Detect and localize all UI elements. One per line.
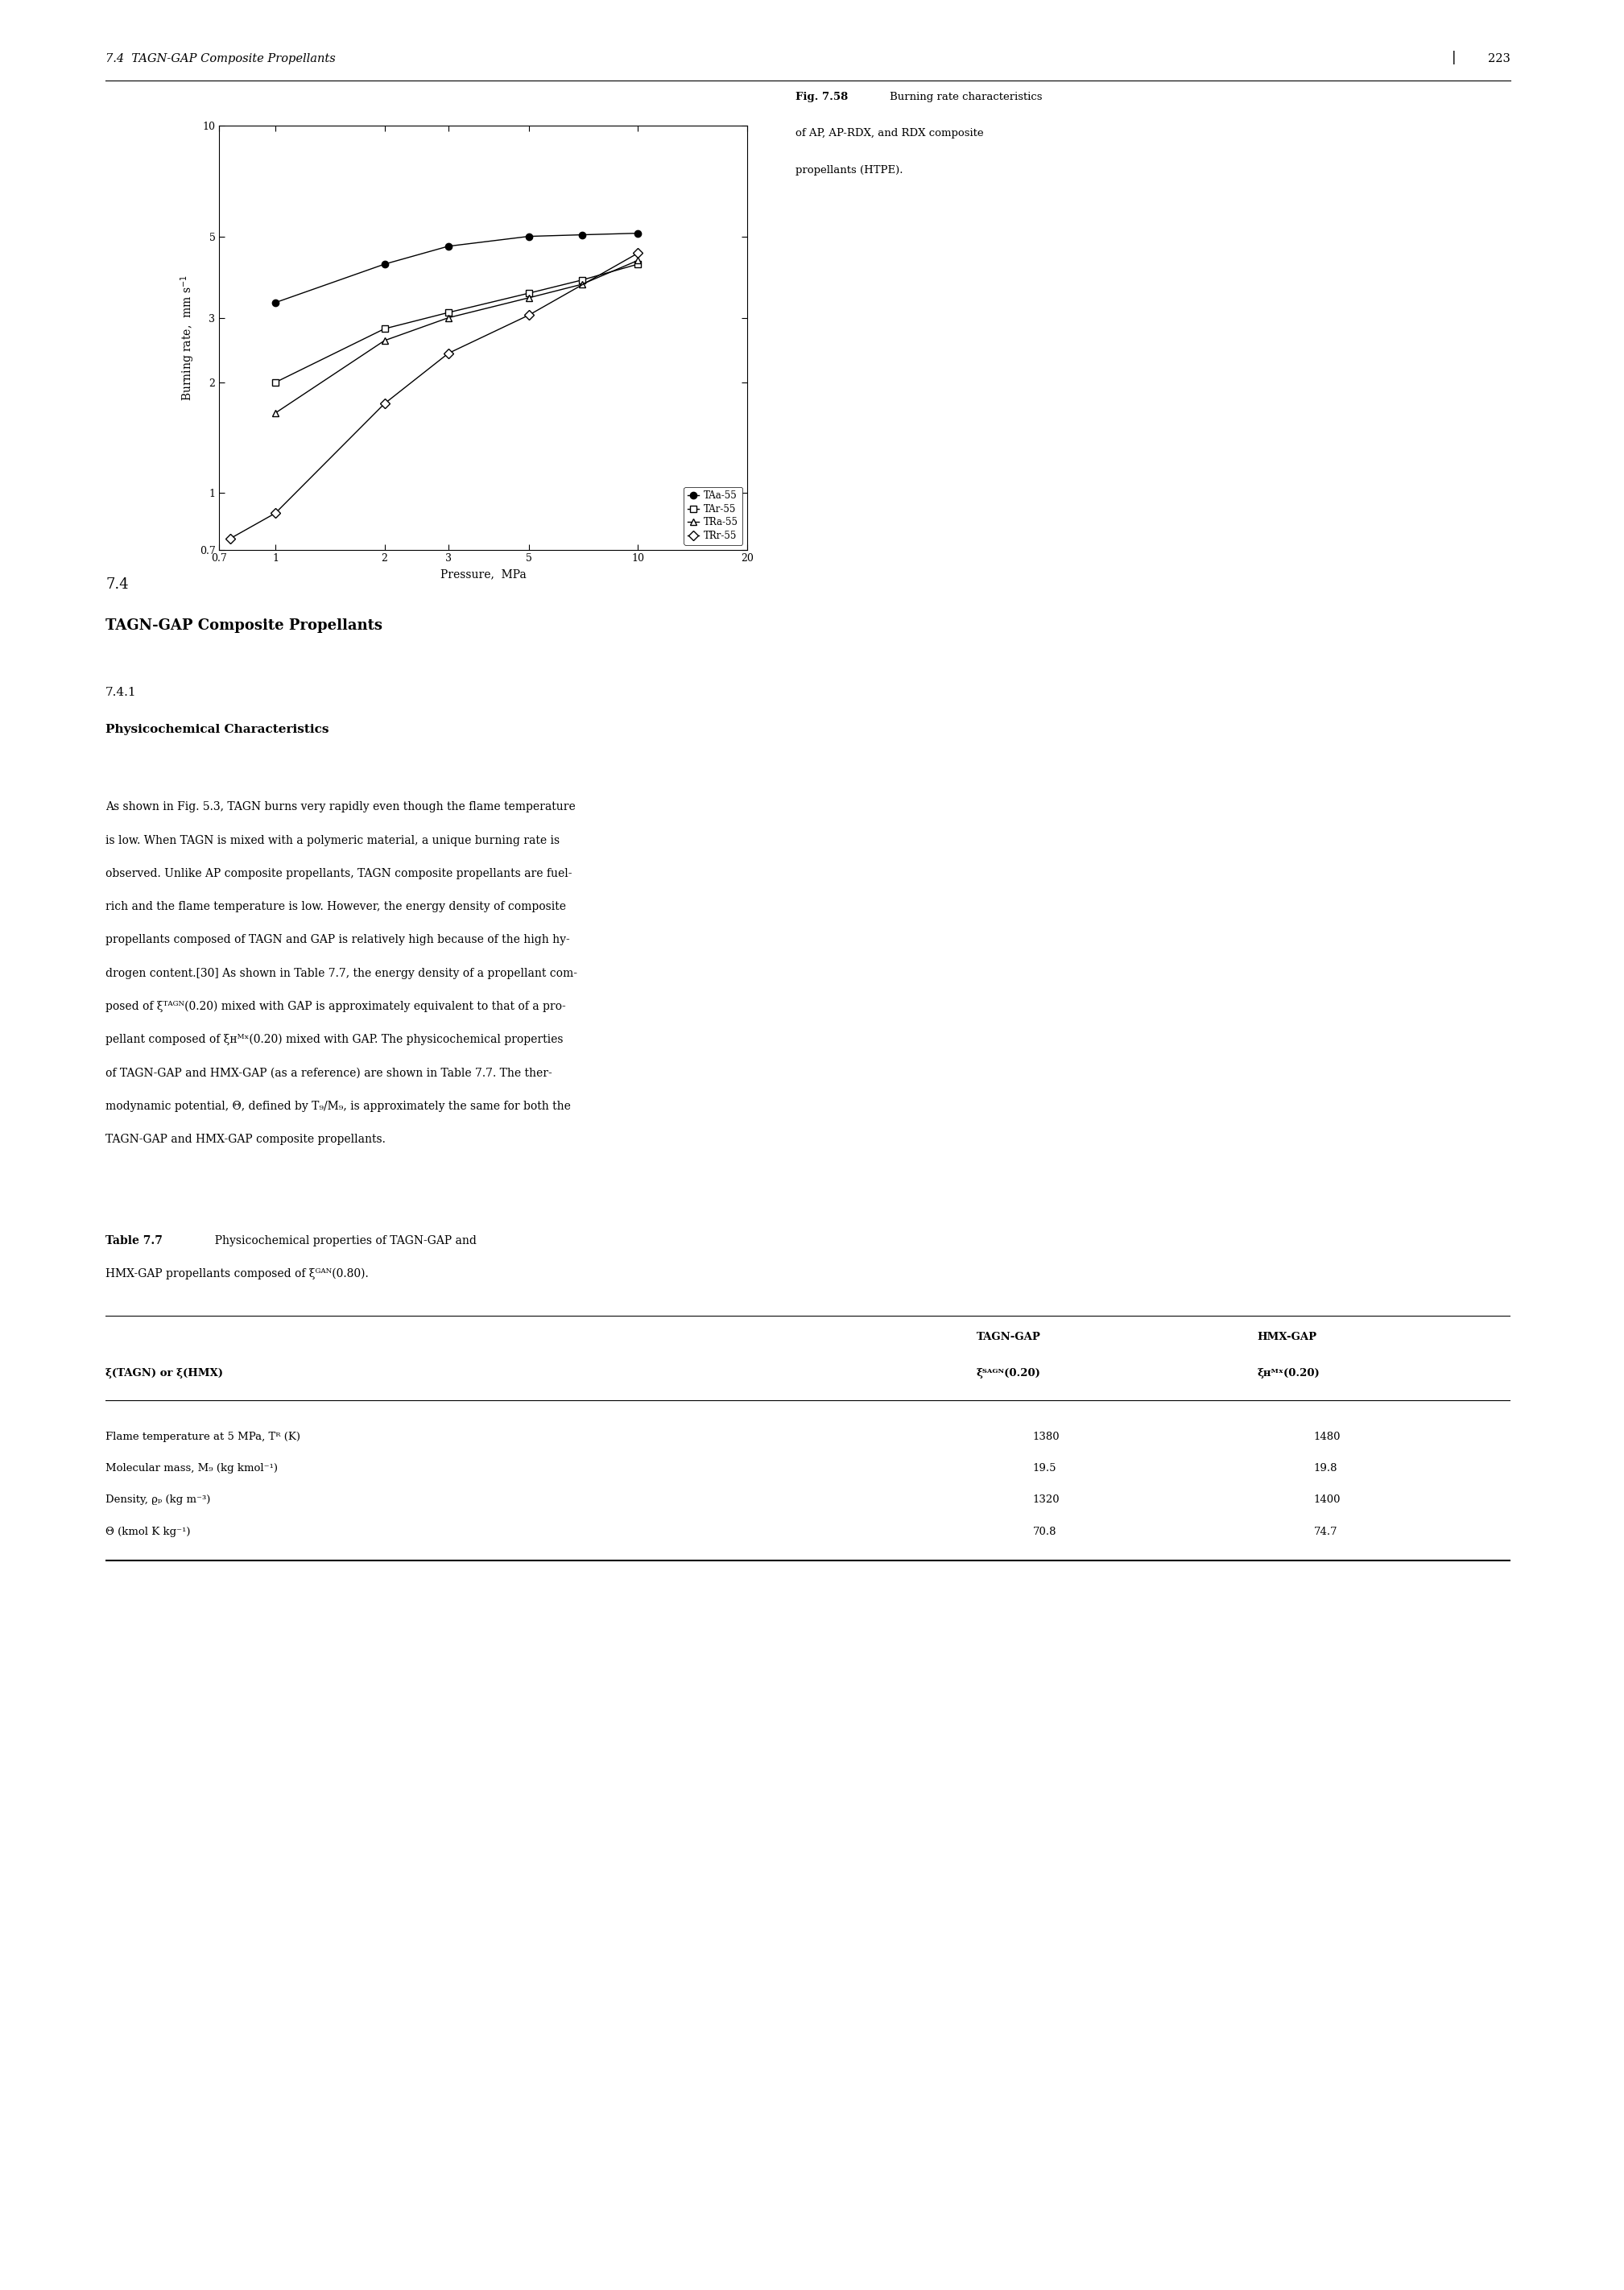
Text: modynamic potential, Θ, defined by T₉/M₉, is approximately the same for both the: modynamic potential, Θ, defined by T₉/M₉… — [106, 1101, 572, 1111]
Text: Physicochemical properties of TAGN-GAP and: Physicochemical properties of TAGN-GAP a… — [208, 1237, 477, 1246]
Text: 7.4: 7.4 — [106, 577, 128, 591]
Text: As shown in Fig. 5.3, TAGN burns very rapidly even though the flame temperature: As shown in Fig. 5.3, TAGN burns very ra… — [106, 802, 575, 813]
X-axis label: Pressure,  MPa: Pressure, MPa — [440, 568, 526, 579]
Text: observed. Unlike AP composite propellants, TAGN composite propellants are fuel-: observed. Unlike AP composite propellant… — [106, 868, 572, 879]
Text: propellants composed of TAGN and GAP is relatively high because of the high hy-: propellants composed of TAGN and GAP is … — [106, 934, 570, 946]
Text: ξᵀᴬᴳᴺ(0.20): ξᵀᴬᴳᴺ(0.20) — [976, 1369, 1041, 1379]
Text: 70.8: 70.8 — [1033, 1527, 1057, 1537]
Text: of AP, AP-RDX, and RDX composite: of AP, AP-RDX, and RDX composite — [796, 128, 984, 140]
Text: Table 7.7: Table 7.7 — [106, 1237, 162, 1246]
Text: 1480: 1480 — [1314, 1431, 1341, 1443]
Text: propellants (HTPE).: propellants (HTPE). — [796, 165, 903, 176]
Text: rich and the flame temperature is low. However, the energy density of composite: rich and the flame temperature is low. H… — [106, 902, 567, 911]
Text: |: | — [1452, 50, 1455, 64]
Text: Burning rate characteristics: Burning rate characteristics — [890, 92, 1043, 103]
Text: posed of ξᵀᴬᴳᴺ(0.20) mixed with GAP is approximately equivalent to that of a pro: posed of ξᵀᴬᴳᴺ(0.20) mixed with GAP is a… — [106, 1001, 565, 1012]
Text: ξ(TAGN) or ξ(HMX): ξ(TAGN) or ξ(HMX) — [106, 1369, 222, 1379]
Text: Flame temperature at 5 MPa, Tᴿ (K): Flame temperature at 5 MPa, Tᴿ (K) — [106, 1431, 300, 1443]
Text: is low. When TAGN is mixed with a polymeric material, a unique burning rate is: is low. When TAGN is mixed with a polyme… — [106, 836, 560, 845]
Text: TAGN-GAP Composite Propellants: TAGN-GAP Composite Propellants — [106, 618, 383, 632]
Text: 223: 223 — [1488, 53, 1510, 64]
Text: 1320: 1320 — [1033, 1495, 1060, 1505]
Text: 74.7: 74.7 — [1314, 1527, 1338, 1537]
Legend: TAa-55, TAr-55, TRa-55, TRr-55: TAa-55, TAr-55, TRa-55, TRr-55 — [684, 488, 742, 545]
Text: TAGN-GAP: TAGN-GAP — [976, 1330, 1041, 1342]
Text: 19.5: 19.5 — [1033, 1463, 1057, 1472]
Text: drogen content.[30] As shown in Table 7.7, the energy density of a propellant co: drogen content.[30] As shown in Table 7.… — [106, 969, 578, 978]
Text: 7.4  TAGN-GAP Composite Propellants: 7.4 TAGN-GAP Composite Propellants — [106, 53, 336, 64]
Y-axis label: Burning rate,  mm s$^{-1}$: Burning rate, mm s$^{-1}$ — [179, 275, 197, 401]
Text: 19.8: 19.8 — [1314, 1463, 1338, 1472]
Text: 1380: 1380 — [1033, 1431, 1060, 1443]
Text: Physicochemical Characteristics: Physicochemical Characteristics — [106, 724, 330, 735]
Text: HMX-GAP propellants composed of ξᴳᴬᴺ(0.80).: HMX-GAP propellants composed of ξᴳᴬᴺ(0.8… — [106, 1269, 369, 1280]
Text: 7.4.1: 7.4.1 — [106, 687, 136, 698]
Text: 1400: 1400 — [1314, 1495, 1341, 1505]
Text: TAGN-GAP and HMX-GAP composite propellants.: TAGN-GAP and HMX-GAP composite propellan… — [106, 1134, 385, 1145]
Text: pellant composed of ξʜᴹˣ(0.20) mixed with GAP. The physicochemical properties: pellant composed of ξʜᴹˣ(0.20) mixed wit… — [106, 1035, 564, 1047]
Text: of TAGN-GAP and HMX-GAP (as a reference) are shown in Table 7.7. The ther-: of TAGN-GAP and HMX-GAP (as a reference)… — [106, 1067, 552, 1079]
Text: Θ (kmol K kg⁻¹): Θ (kmol K kg⁻¹) — [106, 1527, 190, 1537]
Text: Molecular mass, M₉ (kg kmol⁻¹): Molecular mass, M₉ (kg kmol⁻¹) — [106, 1463, 278, 1472]
Text: Fig. 7.58: Fig. 7.58 — [796, 92, 848, 103]
Text: ξʜᴹˣ(0.20): ξʜᴹˣ(0.20) — [1257, 1369, 1320, 1379]
Text: Density, ϱₚ (kg m⁻³): Density, ϱₚ (kg m⁻³) — [106, 1495, 211, 1505]
Text: HMX-GAP: HMX-GAP — [1257, 1330, 1317, 1342]
